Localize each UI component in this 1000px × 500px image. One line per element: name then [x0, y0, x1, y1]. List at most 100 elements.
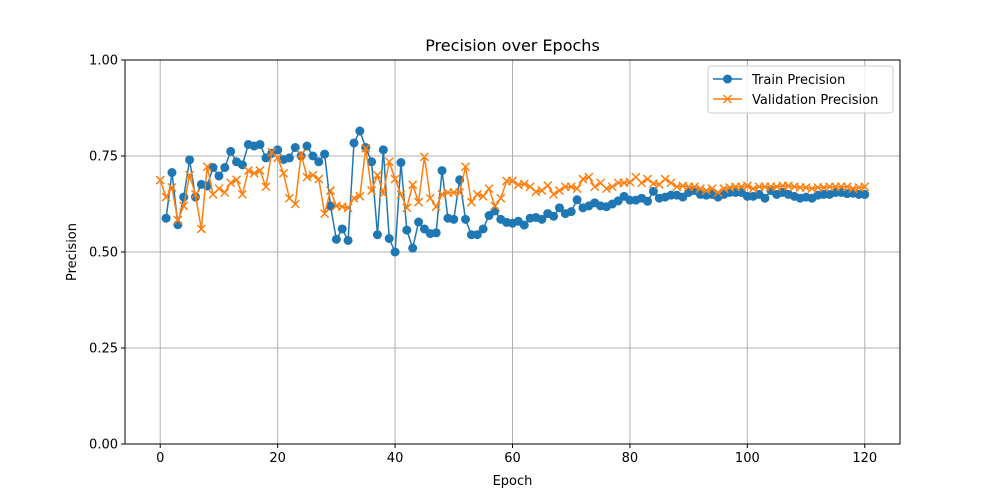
data-point — [472, 230, 482, 240]
data-point — [566, 182, 576, 192]
data-point — [302, 172, 312, 182]
data-point — [314, 174, 324, 184]
data-point — [273, 145, 283, 155]
data-point — [155, 175, 165, 185]
data-point — [554, 186, 565, 196]
x-tick-label: 120 — [852, 451, 877, 466]
y-tick-label: 0.75 — [89, 150, 118, 165]
data-point — [431, 202, 441, 212]
data-point — [220, 187, 230, 198]
data-point — [472, 189, 482, 199]
data-point — [742, 181, 752, 191]
data-point — [190, 189, 200, 199]
data-point — [549, 211, 559, 221]
data-point — [537, 214, 547, 224]
data-point — [507, 176, 518, 186]
data-point — [689, 182, 700, 192]
data-point — [607, 182, 617, 192]
data-point — [308, 170, 318, 180]
data-point — [278, 168, 289, 178]
x-tick-label: 20 — [269, 451, 286, 466]
data-point — [173, 215, 183, 225]
data-point — [167, 182, 177, 193]
data-point — [408, 243, 418, 253]
data-point — [648, 186, 658, 196]
data-point — [355, 126, 365, 136]
data-point — [566, 207, 576, 217]
chart-title: Precision over Epochs — [425, 36, 600, 55]
data-point — [296, 149, 306, 159]
data-point — [185, 155, 195, 165]
data-point — [261, 182, 271, 192]
data-point — [361, 143, 371, 153]
data-point — [437, 189, 447, 199]
data-point — [519, 179, 529, 189]
data-point — [431, 228, 441, 238]
x-tick-label: 100 — [735, 451, 760, 466]
data-point — [384, 234, 394, 244]
data-point — [860, 182, 870, 192]
data-point — [519, 220, 529, 230]
y-tick-label: 0.50 — [89, 246, 118, 261]
legend-item-validation: Validation Precision — [713, 93, 878, 108]
data-point — [378, 145, 388, 155]
data-point — [384, 157, 394, 167]
data-point — [320, 209, 330, 219]
data-point — [167, 168, 177, 178]
data-point — [396, 158, 406, 168]
data-point — [478, 191, 488, 201]
data-point — [284, 153, 294, 163]
data-point — [543, 181, 553, 191]
x-tick-label: 80 — [622, 451, 639, 466]
x-axis-label: Epoch — [493, 474, 533, 489]
data-point — [161, 213, 171, 223]
data-point — [455, 187, 465, 198]
data-point — [590, 182, 600, 192]
data-point — [173, 220, 183, 230]
data-point — [449, 214, 459, 224]
data-point — [237, 189, 247, 199]
series-train — [161, 126, 870, 257]
series-validation — [155, 143, 870, 234]
data-point — [460, 162, 471, 172]
data-point — [355, 191, 365, 201]
data-point — [226, 146, 236, 156]
data-point — [214, 171, 224, 181]
data-point — [860, 189, 870, 199]
data-point — [232, 175, 242, 185]
data-point — [214, 184, 224, 194]
data-point — [161, 192, 171, 202]
data-point — [390, 247, 400, 257]
data-point — [414, 217, 424, 227]
data-point — [478, 224, 488, 234]
data-point — [425, 193, 435, 203]
data-point — [601, 184, 611, 194]
data-point — [490, 201, 500, 211]
data-point — [372, 170, 382, 180]
data-point — [185, 170, 195, 180]
data-point — [372, 230, 382, 240]
data-point — [290, 199, 300, 209]
data-point — [273, 153, 283, 163]
data-point — [325, 201, 335, 211]
data-point — [243, 166, 253, 176]
data-point — [202, 162, 212, 172]
data-point — [572, 195, 582, 205]
data-point — [220, 163, 230, 173]
data-point — [314, 157, 324, 167]
legend-train-label: Train Precision — [751, 73, 845, 88]
data-point — [643, 196, 653, 206]
data-point — [390, 174, 400, 184]
data-point — [402, 225, 412, 235]
data-point — [707, 184, 717, 194]
axis-ticks: 0 20 40 60 80 100 120 0.00 0.25 0.50 0.75 1.00 — [89, 54, 877, 467]
data-point — [408, 180, 418, 190]
legend-train-marker — [723, 74, 732, 84]
data-point — [396, 189, 406, 199]
y-tick-label: 0.25 — [89, 342, 118, 357]
data-point — [349, 138, 359, 148]
data-point — [302, 141, 312, 151]
data-point — [637, 178, 647, 188]
data-point — [255, 139, 265, 149]
